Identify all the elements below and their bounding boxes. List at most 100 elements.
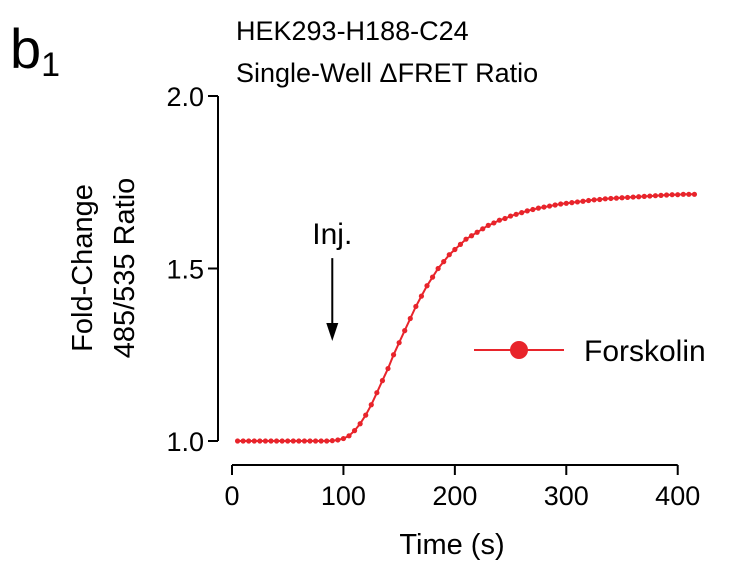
- data-point: [296, 438, 302, 444]
- data-point: [641, 193, 647, 199]
- data-point: [519, 210, 525, 216]
- data-point: [591, 197, 597, 203]
- data-point: [524, 208, 530, 214]
- data-point: [301, 438, 308, 444]
- x-axis-label: Time (s): [399, 529, 504, 561]
- legend-marker: [510, 341, 528, 359]
- x-tick-label: 300: [544, 481, 589, 511]
- data-point: [530, 206, 536, 213]
- data-point: [340, 435, 347, 442]
- data-point: [396, 340, 402, 346]
- data-point: [480, 226, 486, 232]
- data-point: [234, 438, 241, 444]
- data-point: [652, 193, 659, 199]
- y-axis: 1.0 1.5 2.0: [166, 82, 219, 457]
- data-point: [636, 194, 642, 200]
- data-point: [329, 438, 335, 444]
- data-point: [552, 202, 558, 208]
- data-point: [468, 233, 475, 239]
- data-point: [374, 390, 380, 396]
- data-point: [446, 252, 452, 258]
- data-point: [268, 438, 274, 444]
- data-point: [491, 220, 497, 226]
- data-point: [485, 222, 491, 228]
- chart-title-line-1: HEK293-H188-C24: [236, 16, 469, 46]
- data-point: [597, 196, 603, 203]
- data-point: [602, 196, 608, 202]
- data-point: [363, 412, 369, 418]
- chart-title-line-2: Single-Well ΔFRET Ratio: [236, 58, 538, 88]
- series-layer: [234, 191, 698, 444]
- data-point: [351, 428, 358, 434]
- data-point: [613, 195, 620, 201]
- data-point: [390, 352, 397, 358]
- panel-label: b1: [10, 17, 60, 84]
- data-point: [385, 365, 391, 372]
- data-point: [257, 438, 263, 444]
- data-point: [290, 438, 296, 444]
- data-point: [312, 438, 319, 444]
- data-point: [680, 191, 686, 197]
- data-point: [546, 203, 553, 209]
- x-tick-label: 400: [655, 481, 700, 511]
- data-point: [513, 211, 519, 217]
- data-point: [441, 259, 447, 265]
- y-tick-label: 2.0: [166, 82, 204, 112]
- panel-subscript: 1: [41, 46, 60, 84]
- y-axis-label-line-1: Fold-Change: [67, 184, 99, 352]
- legend: Forskolin: [474, 335, 706, 368]
- data-point: [541, 204, 547, 210]
- data-point: [368, 402, 374, 408]
- data-point: [413, 303, 419, 310]
- data-point: [324, 438, 330, 444]
- data-point: [273, 438, 280, 444]
- injection-arrow-head: [326, 322, 339, 341]
- data-point: [496, 217, 503, 223]
- data-point: [569, 200, 575, 206]
- panel-letter: b: [10, 17, 41, 80]
- series-line: [237, 193, 695, 442]
- data-point: [279, 438, 285, 444]
- data-point: [457, 241, 464, 247]
- data-point: [251, 438, 257, 444]
- data-point: [463, 236, 469, 242]
- data-point: [669, 192, 675, 198]
- data-point: [379, 378, 386, 384]
- y-tick-label: 1.0: [166, 427, 204, 457]
- data-point: [663, 192, 670, 198]
- x-tick-label: 100: [321, 481, 366, 511]
- data-point: [418, 293, 425, 299]
- y-axis-label-line-2: 485/535 Ratio: [109, 178, 141, 359]
- legend-label: Forskolin: [584, 335, 706, 368]
- data-point: [502, 215, 508, 222]
- data-point: [357, 421, 363, 427]
- data-point: [558, 201, 564, 207]
- data-point: [407, 315, 413, 322]
- annotation-layer: Inj.: [312, 218, 352, 341]
- data-point: [658, 192, 664, 198]
- data-point: [686, 191, 692, 197]
- data-point: [507, 213, 514, 219]
- data-point: [240, 438, 246, 444]
- data-point: [318, 438, 324, 444]
- data-point: [307, 438, 313, 444]
- data-point: [402, 328, 408, 334]
- data-point: [424, 283, 430, 289]
- data-point: [246, 438, 252, 444]
- x-tick-label: 200: [432, 481, 477, 511]
- data-point: [624, 194, 631, 201]
- data-point: [429, 274, 436, 280]
- data-point: [647, 193, 653, 199]
- data-point: [285, 438, 291, 444]
- data-point: [335, 437, 341, 443]
- data-point: [435, 265, 441, 272]
- data-point: [608, 195, 614, 202]
- data-point: [452, 246, 458, 253]
- data-point: [574, 199, 581, 205]
- data-point: [691, 191, 698, 197]
- y-tick-label: 1.5: [166, 255, 204, 285]
- data-point: [262, 438, 269, 444]
- data-point: [474, 229, 480, 235]
- data-point: [585, 197, 592, 204]
